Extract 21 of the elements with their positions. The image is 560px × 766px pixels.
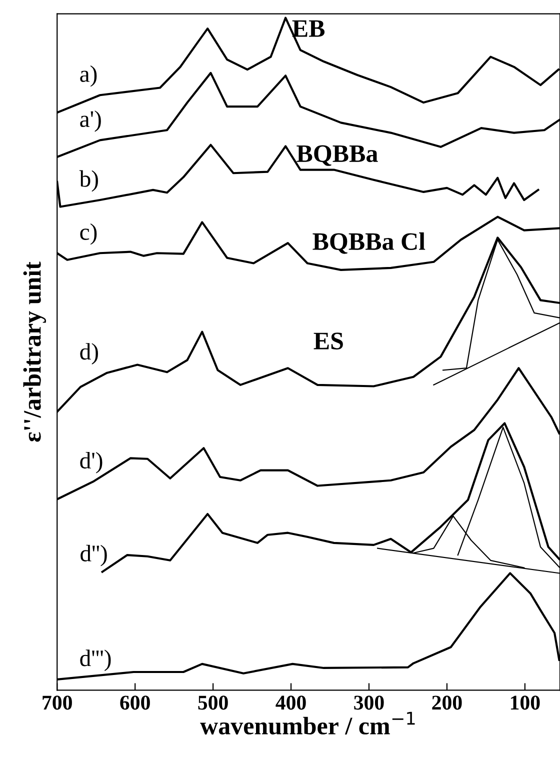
x-tick-label: 600 [120, 696, 150, 710]
x-axis-title: wavenumber / cm$^{−1}$ [200, 712, 415, 735]
x-tick-label: 300 [354, 696, 384, 710]
annotation: EB [292, 20, 325, 37]
series-label: d'') [80, 544, 107, 566]
x-tick-label: 700 [42, 696, 72, 710]
x-tick-label: 200 [432, 696, 462, 710]
series-label: a') [80, 110, 101, 132]
y-axis-title: ε''/arbitrary unit [23, 262, 46, 442]
x-tick-label: 400 [276, 696, 306, 710]
x-tick-label: 100 [510, 696, 540, 710]
series-label: d''') [80, 650, 111, 672]
series-label: b) [79, 170, 98, 192]
series-label: d) [80, 343, 98, 364]
annotation: BQBBa Cl [312, 232, 426, 254]
series-label: d') [80, 452, 102, 474]
series-label: c) [80, 223, 97, 245]
series-label: a) [80, 65, 97, 87]
x-tick-label: 500 [198, 696, 228, 710]
annotation: ES [314, 332, 343, 350]
annotation: BQBBa [296, 145, 378, 166]
